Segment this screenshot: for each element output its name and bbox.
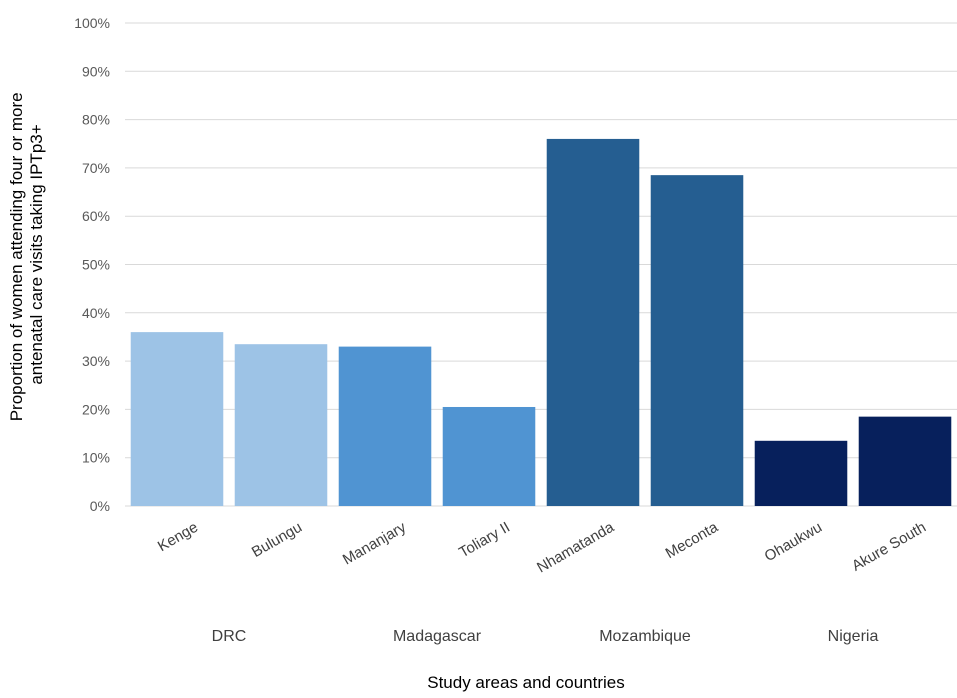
- x-group-label: Madagascar: [393, 628, 482, 645]
- bar-toliary-ii: [442, 406, 536, 506]
- x-group-label: Nigeria: [828, 628, 879, 645]
- y-axis-title: Proportion of women attending four or mo…: [7, 88, 46, 422]
- x-axis-title: Study areas and countries: [427, 673, 625, 692]
- y-tick-label: 60%: [82, 208, 110, 224]
- y-tick-label: 0%: [90, 498, 110, 514]
- x-category-label: Mananjary: [340, 518, 410, 568]
- x-category-label: Kenge: [155, 519, 201, 555]
- x-axis-category-labels: Kenge Bulungu Mananjary Toliary II Nhamatand…: [155, 518, 929, 576]
- x-category-label: Meconta: [663, 518, 722, 562]
- y-tick-label: 50%: [82, 257, 110, 273]
- x-category-label: Bulungu: [249, 519, 305, 561]
- y-tick-label: 40%: [82, 305, 110, 321]
- x-category-label: Ohaukwu: [762, 519, 825, 565]
- bar-akure-south: [858, 416, 952, 506]
- x-axis-group-labels: DRC Madagascar Mozambique Nigeria: [212, 628, 879, 645]
- x-group-label: DRC: [212, 628, 247, 645]
- bar-bulungu: [234, 344, 328, 506]
- y-axis-title-line-2: antenatal care visits taking IPTp3+: [27, 124, 46, 384]
- x-group-label: Mozambique: [599, 628, 691, 645]
- bars: [130, 138, 952, 507]
- y-tick-label: 20%: [82, 401, 110, 417]
- x-category-label: Nhamatanda: [534, 518, 617, 576]
- y-tick-label: 90%: [82, 63, 110, 79]
- y-axis-title-line-1: Proportion of women attending four or mo…: [7, 92, 26, 421]
- y-tick-label: 10%: [82, 450, 110, 466]
- y-tick-label: 30%: [82, 353, 110, 369]
- x-category-label: Akure South: [849, 519, 929, 575]
- bar-ohaukwu: [754, 440, 848, 506]
- y-tick-label: 80%: [82, 112, 110, 128]
- bar-nhamatanda: [546, 138, 640, 507]
- y-tick-label: 70%: [82, 160, 110, 176]
- bar-mananjary: [338, 346, 432, 506]
- y-tick-label: 100%: [74, 15, 110, 31]
- y-axis-ticks: 0% 10% 20% 30% 40% 50% 60% 70% 80% 90% 100%: [74, 15, 110, 514]
- bar-meconta: [650, 175, 744, 506]
- bar-kenge: [130, 332, 224, 506]
- x-category-label: Toliary II: [456, 519, 513, 562]
